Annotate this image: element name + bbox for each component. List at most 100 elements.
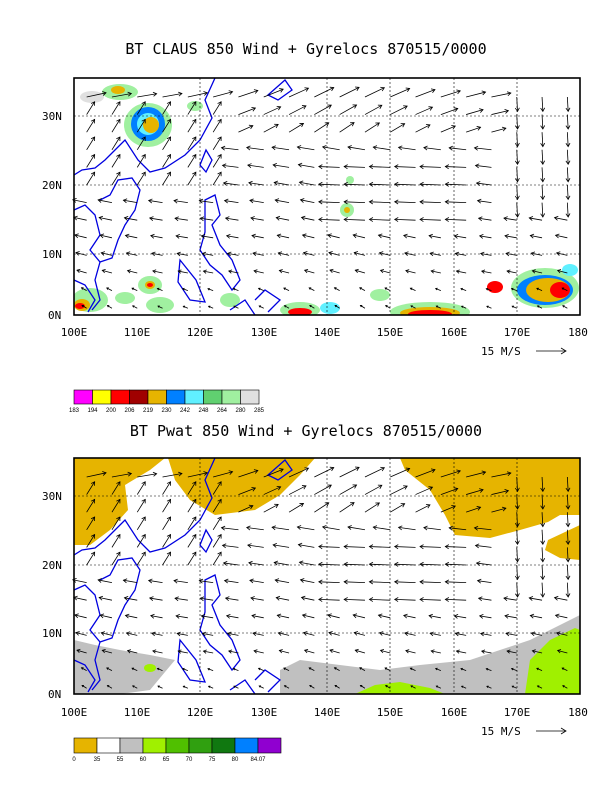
wind-vector-head [479,631,485,637]
wind-vector-head [279,468,284,473]
wind-vector [247,164,264,168]
wind-vector-head [76,268,81,274]
wind-vector-head [476,506,482,511]
wind-vector-head [166,136,171,141]
wind-vector [86,534,95,548]
wind-vector [127,650,138,654]
wind-vector-head [514,522,520,528]
wind-vector [364,104,383,115]
wind-vector-head [222,561,228,566]
wind-vector [429,615,441,619]
wind-vector [102,649,113,654]
top-lat-labels: 30N 20N 10N 0N [42,110,62,322]
wind-vector [111,516,121,530]
wind-vector-head [123,596,129,601]
wind-vector [369,563,391,566]
wind-vector-head [301,233,307,239]
wind-vector [436,685,442,689]
wind-vector-head [126,649,132,654]
wind-vector-head [201,251,207,257]
wind-vector-head [248,560,253,566]
wind-vector-head [343,561,348,567]
wind-vector [512,305,517,309]
wind-vector-head [308,287,312,290]
wind-vector-head [444,199,450,205]
wind-vector-head [217,551,222,557]
wind-vector [162,473,183,478]
wind-vector [187,481,197,495]
bottom-vector-scale-label: 15 M/S [481,725,521,738]
wind-vector [73,216,87,221]
wind-vector-head [555,251,561,256]
wind-vector [200,597,214,601]
wind-vector-head [283,667,286,670]
wind-vector [187,171,197,186]
wind-vector [238,487,256,495]
wind-vector [223,182,239,186]
wind-vector-head [148,216,154,221]
wind-vector-head [116,118,121,124]
wind-vector-head [141,153,146,159]
wind-vector [100,614,113,619]
wind-vector-head [479,108,484,113]
wind-vector [288,503,304,513]
wind-vector [420,563,441,566]
bottom-lat-label: 10N [42,627,62,640]
wind-vector-head [393,561,399,567]
wind-vector [308,287,315,291]
wind-vector [274,562,290,566]
bottom-lon-label: 160E [441,706,468,719]
wind-vector [456,650,467,654]
wind-vector [250,597,264,601]
wind-vector [445,599,467,601]
wind-vector [162,93,183,98]
wind-vector-head [166,498,171,504]
wind-vector-head [141,516,146,521]
wind-vector [566,564,569,580]
wind-vector-head [199,596,205,602]
top-legend-label: 242 [180,408,191,414]
top-legend-label: 200 [106,408,117,414]
wind-vector [405,270,416,274]
wind-vector [288,105,307,115]
wind-vector-head [528,216,534,221]
wind-vector [283,667,290,671]
wind-vector [318,599,340,601]
wind-vector [284,305,290,309]
wind-vector [477,580,492,583]
wind-vector [410,305,416,309]
wind-vector-head [97,578,103,583]
wind-vector [304,269,315,274]
wind-vector [300,199,315,203]
wind-vector [318,219,340,221]
wind-vector-head [176,631,181,637]
wind-vector [415,469,436,478]
wind-vector-head [514,558,520,563]
wind-vector [440,90,461,98]
wind-vector [531,252,543,256]
wind-vector [314,467,334,478]
wind-vector-head [297,162,303,168]
top-legend-label: 280 [235,408,246,414]
wind-vector-head [506,269,511,274]
wind-vector [86,171,95,186]
wind-vector-head [473,525,479,531]
wind-vector [541,494,544,509]
wind-vector [329,269,340,274]
top-legend-swatch [240,389,260,405]
wind-vector-head [475,181,481,186]
wind-vector [202,633,214,636]
wind-vector-head [198,578,204,584]
wind-vector [157,685,163,689]
wind-vector [504,235,517,239]
wind-vector [277,614,290,619]
bottom-lon-label: 100E [61,706,88,719]
wind-vector [174,597,188,601]
wind-vector-head [232,667,236,671]
bottom-lon-label: 170E [504,706,531,719]
wind-vector-head [385,685,388,688]
wind-vector [136,551,146,566]
top-lat-label: 30N [42,110,62,123]
wind-vector-head [327,484,332,489]
wind-vector-head [106,287,109,290]
